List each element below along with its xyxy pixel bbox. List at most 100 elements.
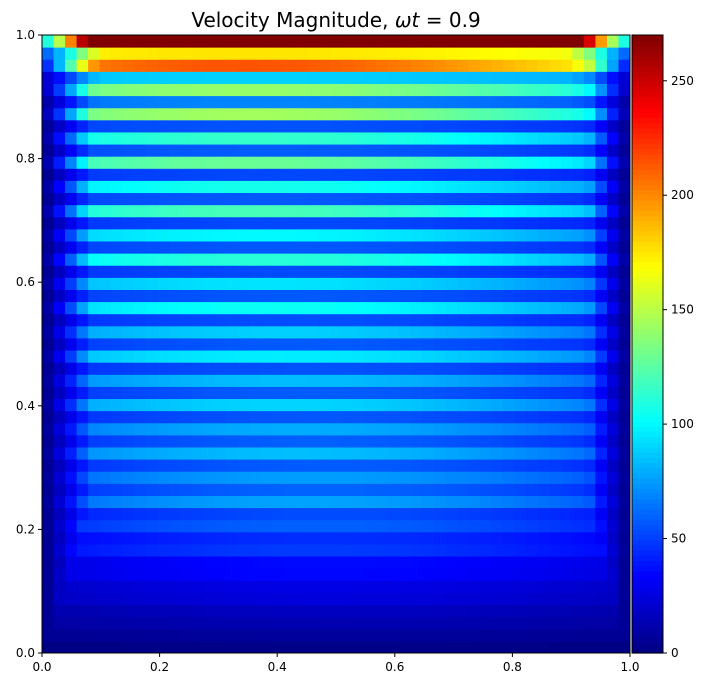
heatmap-cell [214, 131, 227, 145]
heatmap-cell [65, 580, 78, 593]
heatmap-cell [387, 107, 400, 121]
heatmap-cell [364, 325, 377, 339]
heatmap-cell [157, 556, 170, 569]
heatmap-cell [410, 604, 423, 618]
heatmap-cell [272, 422, 285, 436]
heatmap-cell [595, 47, 608, 60]
heatmap-cell [514, 204, 527, 218]
heatmap-cell [88, 507, 101, 521]
colorbar-segment [632, 256, 663, 263]
heatmap-cell [341, 556, 354, 569]
heatmap-cell [330, 568, 343, 581]
heatmap-cell [53, 47, 66, 60]
heatmap-cell [572, 253, 585, 266]
heatmap-cell [226, 495, 239, 509]
heatmap-cell [238, 616, 251, 630]
heatmap-cell [330, 289, 343, 303]
heatmap-cell [583, 410, 596, 424]
heatmap-cell [180, 592, 193, 606]
colorbar-segment [632, 508, 663, 515]
heatmap-cell [514, 325, 527, 339]
heatmap-cell [399, 410, 412, 424]
heatmap-cell [480, 483, 493, 496]
heatmap-cell [53, 144, 66, 157]
heatmap-cell [168, 471, 181, 484]
heatmap-cell [191, 325, 204, 339]
heatmap-cell [410, 471, 423, 484]
heatmap-cell [618, 107, 631, 121]
heatmap-cell [249, 447, 262, 460]
heatmap-cell [318, 556, 331, 569]
heatmap-cell [42, 386, 55, 400]
heatmap-cell [180, 216, 193, 230]
heatmap-cell [65, 95, 78, 109]
heatmap-cell [157, 301, 170, 315]
heatmap-cell [353, 168, 366, 181]
heatmap-cell [88, 228, 101, 242]
heatmap-cell [76, 422, 89, 436]
heatmap-cell [226, 519, 239, 533]
heatmap-cell [99, 277, 112, 290]
heatmap-cell [134, 216, 147, 230]
heatmap-cell [261, 95, 274, 109]
heatmap-cell [284, 592, 297, 606]
heatmap-cell [330, 592, 343, 606]
heatmap-cell [560, 495, 573, 509]
heatmap-cell [480, 604, 493, 618]
heatmap-cell [595, 313, 608, 327]
heatmap-cell [434, 168, 447, 181]
heatmap-cell [42, 119, 55, 133]
heatmap-cell [514, 337, 527, 351]
heatmap-cell [537, 95, 550, 109]
heatmap-cell [364, 483, 377, 496]
heatmap-cell [134, 265, 147, 278]
y-tick-label: 0.8 [16, 152, 35, 166]
heatmap-cell [491, 386, 504, 400]
colorbar-segment [632, 503, 663, 510]
heatmap-cell [65, 131, 78, 145]
heatmap-cell [318, 519, 331, 533]
heatmap-cell [284, 386, 297, 400]
heatmap-cell [537, 362, 550, 375]
heatmap-cell [226, 241, 239, 254]
colorbar-segment [632, 282, 663, 288]
y-tick-label: 0.0 [16, 646, 35, 660]
heatmap-cell [480, 59, 493, 72]
heatmap-cell [606, 604, 619, 618]
heatmap-cell [330, 71, 343, 84]
heatmap-cell [284, 459, 297, 472]
heatmap-cell [480, 131, 493, 145]
heatmap-cell [410, 350, 423, 363]
heatmap-cell [65, 410, 78, 424]
heatmap-cell [410, 119, 423, 133]
heatmap-cell [284, 580, 297, 593]
heatmap-cell [168, 350, 181, 363]
heatmap-cell [399, 628, 412, 642]
heatmap-cell [445, 337, 458, 351]
heatmap-cell [226, 422, 239, 436]
heatmap-cell [168, 119, 181, 133]
heatmap-cell [572, 301, 585, 315]
heatmap-cell [514, 59, 527, 72]
heatmap-cell [364, 374, 377, 387]
heatmap-cell [65, 144, 78, 157]
heatmap-cell [145, 495, 158, 509]
heatmap-cell [76, 59, 89, 72]
heatmap-cell [468, 628, 481, 642]
heatmap-cell [514, 301, 527, 315]
heatmap-cell [42, 241, 55, 254]
heatmap-cell [514, 241, 527, 254]
heatmap-cell [376, 47, 389, 60]
heatmap-cell [42, 168, 55, 181]
heatmap-cell [410, 374, 423, 387]
heatmap-cell [203, 398, 216, 412]
heatmap-cell [503, 156, 516, 169]
heatmap-cell [399, 228, 412, 242]
colorbar-segment [632, 410, 663, 417]
heatmap-cell [214, 640, 227, 654]
heatmap-cell [191, 410, 204, 424]
heatmap-cell [88, 301, 101, 315]
heatmap-cell [226, 531, 239, 545]
heatmap-cell [514, 410, 527, 424]
heatmap-cell [284, 144, 297, 157]
